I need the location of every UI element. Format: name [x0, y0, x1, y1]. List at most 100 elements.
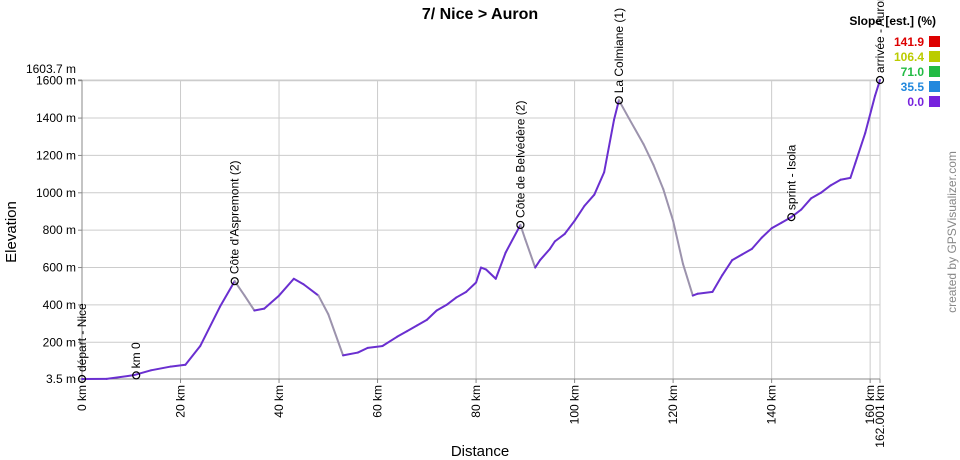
waypoint-label: La Colmiane (1): [612, 8, 626, 93]
elevation-segment: [741, 247, 753, 256]
legend-swatch: [929, 81, 940, 92]
elevation-segment: [854, 132, 867, 164]
waypoint-label: arrivée - Auron: [873, 0, 887, 73]
elevation-segment: [750, 236, 763, 250]
elevation-segment: [381, 335, 399, 348]
elevation-segment: [642, 143, 655, 166]
legend-swatch: [929, 96, 940, 107]
y-tick-label: 800 m: [43, 223, 76, 237]
legend-value: 35.5: [901, 80, 925, 94]
y-axis-ticks: 3.5 m 200 m 400 m 600 m 800 m 1000 m 1200 m 140…: [26, 62, 82, 386]
elevation-segment: [810, 191, 822, 200]
x-tick-label: 60 km: [371, 385, 385, 418]
y-tick-label: 600 m: [43, 261, 76, 275]
elevation-segment: [278, 277, 295, 297]
x-tick-label: 160 km: [863, 385, 877, 424]
x-tick-label: 20 km: [174, 385, 188, 418]
elevation-segment: [819, 184, 832, 194]
elevation-segment: [406, 324, 418, 333]
elevation-segment: [342, 351, 359, 357]
elevation-segment: [672, 219, 684, 265]
y-tick-label: 200 m: [43, 335, 76, 349]
waypoint-marker: [132, 371, 141, 380]
elevation-segment: [253, 307, 266, 312]
elevation-segment: [627, 117, 645, 146]
elevation-segment: [603, 118, 615, 174]
elevation-segment: [199, 305, 221, 348]
elevation-segment: [760, 227, 773, 239]
y-tick-label: 1400 m: [36, 111, 76, 125]
elevation-segment: [711, 274, 724, 293]
elevation-segment: [484, 268, 497, 280]
elevation-segment: [327, 313, 345, 357]
waypoint-marker: [230, 277, 239, 286]
waypoint-marker: [516, 220, 525, 230]
elevation-segment: [593, 171, 606, 196]
elevation-segment: [504, 223, 522, 254]
elevation-segment: [263, 294, 281, 310]
elevation-segment: [494, 251, 507, 280]
elevation-segment: [662, 188, 675, 222]
elevation-segment: [696, 290, 714, 295]
x-tick-label: 120 km: [666, 385, 680, 424]
elevation-segment: [415, 318, 428, 327]
legend-swatch: [929, 66, 940, 77]
legend-value: 106.4: [894, 50, 924, 64]
elevation-segment: [681, 262, 694, 297]
legend-value: 141.9: [894, 35, 924, 49]
elevation-segment: [839, 176, 852, 181]
elevation-segment: [149, 365, 172, 372]
elevation-segment: [721, 259, 734, 277]
x-tick-label: 40 km: [272, 385, 286, 418]
elevation-segment: [524, 238, 537, 269]
legend-value: 71.0: [901, 65, 925, 79]
legend-title: Slope [est.] (%): [849, 14, 936, 28]
elevation-segment: [465, 281, 478, 293]
elevation-segment: [105, 374, 135, 380]
elevation-segment: [243, 294, 256, 312]
elevation-segment: [396, 330, 409, 338]
legend-swatch: [929, 51, 940, 62]
x-axis-ticks: 0 km 20 km 40 km 60 km 80 km 100 km 120 km 140 …: [75, 379, 887, 448]
elevation-segment: [731, 253, 744, 262]
y-axis-title: Elevation: [3, 201, 20, 263]
elevation-segment: [864, 94, 877, 135]
x-tick-label: 100 km: [568, 385, 582, 424]
waypoint-label: km 0: [129, 342, 143, 368]
elevation-segment: [475, 266, 482, 284]
x-axis-title: Distance: [451, 443, 509, 460]
elevation-segment: [800, 197, 813, 211]
x-tick-label: 140 km: [765, 385, 779, 424]
elevation-series: [81, 79, 881, 380]
y-tick-label: 3.5 m: [46, 372, 76, 386]
elevation-segment: [563, 219, 576, 235]
x-tick-label: 80 km: [469, 385, 483, 418]
elevation-segment: [548, 240, 556, 250]
elevation-segment: [534, 259, 542, 269]
y-tick-label: 1000 m: [36, 186, 76, 200]
elevation-segment: [573, 204, 586, 222]
elevation-segment: [435, 303, 448, 312]
elevation-segment: [849, 161, 857, 179]
waypoint-label: sprint - Isola: [784, 144, 798, 210]
y-tick-label: 1200 m: [36, 148, 76, 162]
waypoint-marker: [875, 75, 885, 85]
elevation-segment: [770, 221, 783, 230]
elevation-segment: [874, 79, 881, 97]
elevation-segment: [539, 247, 551, 262]
waypoint-label: Côte d'Aspremont (2): [228, 161, 242, 275]
axes: [81, 80, 880, 380]
elevation-segment: [652, 163, 665, 191]
y-tick-label: 400 m: [43, 298, 76, 312]
elevation-segment: [445, 296, 458, 306]
x-tick-label: 162.001 km: [873, 385, 887, 448]
elevation-segment: [218, 280, 236, 308]
elevation-segment: [292, 277, 305, 286]
y-tick-label: 1600 m: [36, 74, 76, 88]
waypoint-marker: [787, 212, 796, 222]
elevation-segment: [780, 216, 793, 224]
y-tick-label: 1603.7 m: [26, 62, 76, 76]
elevation-segment: [829, 178, 842, 187]
